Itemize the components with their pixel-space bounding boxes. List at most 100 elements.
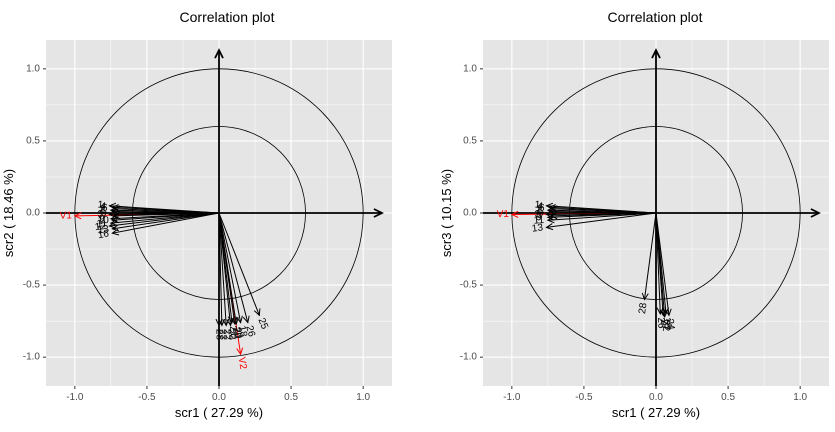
arrow-head [112, 212, 121, 220]
x-axis-label: scr1 ( 27.29 %) [175, 405, 263, 420]
arrow-shaft [655, 212, 667, 314]
arrow-12: 12 [94, 212, 220, 233]
arrow-head [641, 292, 649, 301]
x-tick-label: 0.5 [284, 392, 298, 403]
arrow-label: 28 [214, 329, 225, 341]
arrow-label: 25 [256, 317, 270, 332]
arrow-head [226, 318, 234, 327]
arrow-head [236, 347, 244, 356]
x-tick-label: 1.0 [793, 392, 807, 403]
arrow-label: V1 [497, 209, 510, 220]
arrow-label: 18 [661, 317, 673, 330]
y-tick-label: 0.0 [26, 208, 40, 219]
correlation-plot-left: Correlation plot V1 V2 1 4 6 2 5 3 7 9 10 11 12 13 16 1… [0, 0, 418, 427]
y-tick-label: 1.0 [463, 63, 477, 74]
arrow-shaft [643, 212, 657, 300]
arrow-label: 2 [536, 204, 542, 215]
arrow-head [109, 206, 118, 214]
arrow-label: 24 [664, 318, 676, 331]
arrow-label: 5 [100, 206, 106, 217]
arrow-13: 13 [97, 212, 220, 237]
x-axis-arrowhead [810, 208, 821, 218]
arrow-label: 6 [102, 203, 108, 214]
arrow-head [231, 317, 239, 326]
arrow-head [108, 210, 116, 218]
arrow-label: 11 [96, 218, 108, 230]
arrow-label: 7 [539, 211, 545, 222]
arrow-head [510, 210, 519, 218]
arrow-label: 1 [534, 200, 541, 211]
arrow-head [111, 208, 119, 216]
x-axis-label: scr1 ( 27.29 %) [612, 405, 700, 420]
x-axis-arrowhead [373, 208, 384, 218]
arrow-label: 3 [98, 209, 104, 220]
arrow-16: 16 [97, 212, 220, 241]
arrow-23: 23 [218, 212, 238, 341]
arrow-label: 13 [97, 224, 110, 237]
arrow-shaft [109, 212, 220, 227]
arrow-label: 4 [537, 201, 544, 212]
y-tick-label: 1.0 [26, 63, 40, 74]
x-tick-label: -0.5 [138, 392, 156, 403]
arrow-shaft [218, 212, 260, 316]
y-tick-label: 0.0 [463, 208, 477, 219]
y-tick-label: 0.5 [26, 135, 40, 146]
y-axis-label: scr3 ( 10.15 %) [439, 169, 454, 257]
arrow-head [656, 307, 664, 316]
arrow-label: 5 [537, 206, 543, 217]
arrow-13: 13 [531, 212, 657, 235]
arrow-head [545, 223, 554, 231]
arrow-head [111, 216, 119, 224]
arrow-head [545, 210, 553, 218]
arrow-head [546, 206, 555, 214]
tick-labels: -1.0 -0.5 0.0 0.5 1.0 -1.0 -0.5 0.0 0.5 1.0 [23, 63, 371, 403]
x-tick-label: 0.5 [721, 392, 735, 403]
arrow-head [111, 228, 120, 236]
x-tick-label: -1.0 [66, 392, 84, 403]
arrow-label: 21 [227, 325, 239, 338]
arrow-label: 27 [216, 329, 227, 341]
arrow-shaft [218, 212, 249, 323]
arrow-head [253, 308, 261, 317]
arrow-label: 9 [536, 212, 542, 223]
arrow-head [546, 213, 555, 221]
arrow-shaft [547, 212, 657, 221]
arrow-head [73, 212, 82, 220]
variable-arrows: V1V2146253791011121316182021222324252627… [60, 200, 270, 371]
arrow-head [664, 308, 672, 317]
arrow-shaft [218, 212, 236, 325]
arrow-18: 18 [655, 212, 673, 330]
chart-svg-left: Correlation plot V1V21462537910111213161… [1, 9, 392, 420]
arrow-label: 22 [659, 320, 671, 332]
arrow-label: 23 [225, 328, 237, 341]
arrow-shaft [218, 212, 227, 326]
arrow-11: 11 [533, 212, 657, 227]
arrow-shaft [112, 212, 220, 230]
arrow-shaft [218, 212, 232, 326]
arrow-head [215, 318, 223, 327]
y-axis-arrowhead [651, 48, 661, 59]
y-tick-label: -0.5 [460, 280, 478, 291]
arrow-25: 25 [218, 212, 270, 332]
y-tick-label: -0.5 [23, 280, 41, 291]
arrow-label: 18 [236, 325, 249, 338]
arrow-label: 4 [100, 201, 107, 212]
arrow-label: 3 [535, 209, 541, 220]
arrow-label: 11 [533, 215, 545, 227]
arrow-label: 7 [102, 211, 108, 222]
y-tick-label: -1.0 [460, 352, 478, 363]
arrow-label: 16 [97, 228, 110, 241]
y-tick-label: -1.0 [23, 352, 41, 363]
arrow-head [548, 208, 556, 216]
arrow-label: 9 [99, 214, 106, 225]
x-tick-label: 0.0 [212, 392, 226, 403]
arrow-shaft [218, 212, 242, 323]
tick-labels: -1.0 -0.5 0.0 0.5 1.0 -1.0 -0.5 0.0 0.5 1.0 [460, 63, 808, 403]
y-tick-label: 0.5 [463, 135, 477, 146]
arrow-28: 28 [637, 212, 657, 315]
arrow-label: 1 [97, 200, 104, 211]
arrow-label: V1 [60, 210, 73, 221]
x-tick-label: 1.0 [356, 392, 370, 403]
arrow-label: 28 [637, 302, 649, 315]
